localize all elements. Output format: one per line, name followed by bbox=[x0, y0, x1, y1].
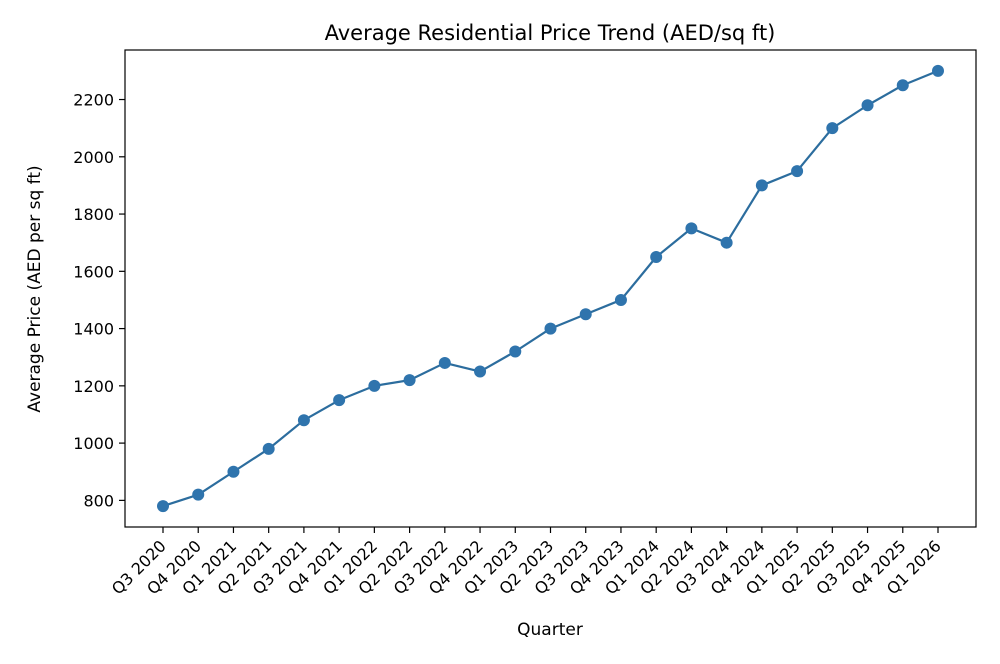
data-point bbox=[896, 79, 909, 92]
data-point bbox=[262, 442, 275, 455]
data-point bbox=[474, 365, 487, 378]
series-line bbox=[162, 69, 939, 508]
x-axis-label: Quarter bbox=[517, 620, 583, 640]
y-tick-label: 1200 bbox=[73, 377, 114, 396]
data-point bbox=[297, 414, 310, 427]
y-tick-label: 2200 bbox=[73, 91, 114, 110]
data-point bbox=[192, 488, 205, 501]
data-point bbox=[157, 500, 169, 513]
data-point bbox=[614, 293, 627, 306]
data-point bbox=[227, 465, 240, 478]
data-point bbox=[720, 236, 733, 249]
y-axis: 800 1000 1200 1400 1600 1800 2000 2200 bbox=[73, 91, 125, 510]
data-point bbox=[685, 222, 698, 235]
y-tick-label: 800 bbox=[83, 491, 114, 510]
data-point bbox=[932, 64, 944, 77]
y-tick-label: 1800 bbox=[73, 205, 114, 224]
data-point bbox=[438, 356, 451, 369]
y-tick-label: 1000 bbox=[73, 434, 114, 453]
series-layer bbox=[157, 64, 944, 513]
data-point bbox=[755, 179, 768, 192]
y-axis-label: Average Price (AED per sq ft) bbox=[25, 165, 45, 412]
data-point bbox=[403, 374, 416, 387]
data-point bbox=[333, 394, 346, 407]
data-point bbox=[544, 322, 557, 335]
data-point bbox=[650, 251, 663, 264]
data-point bbox=[861, 99, 874, 112]
data-point bbox=[826, 122, 839, 135]
plot-area bbox=[124, 49, 977, 528]
y-tick-label: 2000 bbox=[73, 148, 114, 167]
y-tick-label: 1400 bbox=[73, 320, 114, 339]
y-tick-label: 1600 bbox=[73, 262, 114, 281]
chart-title: Average Residential Price Trend (AED/sq … bbox=[325, 21, 776, 45]
data-point bbox=[579, 308, 592, 321]
data-point bbox=[368, 379, 381, 392]
data-point bbox=[791, 165, 804, 178]
data-point bbox=[509, 345, 522, 358]
